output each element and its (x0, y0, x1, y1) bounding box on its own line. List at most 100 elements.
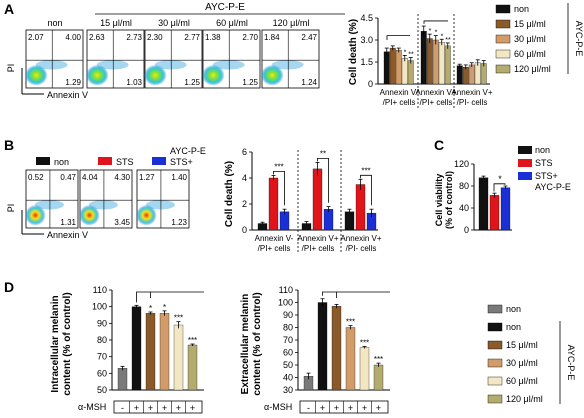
panel-b-x-axis-label: Annexin V (47, 230, 88, 240)
legend-label: STS (535, 158, 553, 168)
panel-a-quadrant-lr: 1.24 (301, 78, 317, 87)
panel-a-flow-plot-4: 1.84 2.47 1.24 (260, 29, 320, 89)
msh-value: + (190, 403, 195, 413)
legend-swatch (495, 64, 511, 74)
bar-0-0 (383, 51, 390, 85)
panel-a-flow-tail (271, 60, 304, 70)
bar-2-2 (468, 64, 475, 85)
bar-1-0 (420, 31, 427, 85)
group-label-line2: /PI- cells (457, 98, 488, 107)
panel-a-flow-plot-0: 2.07 4.00 1.29 (24, 29, 84, 89)
panel-a-x-axis-label: Annexin V (47, 90, 88, 100)
significance-mark: ** (445, 37, 451, 44)
panel-c-viability-chart: 0 40 80 120 Cell viability (% of control) * (434, 159, 512, 235)
panel-b-flow-plot-1: 4.04 4.30 3.45 (78, 169, 133, 229)
panel-b-flow-plot-2: 1.27 1.40 1.23 (135, 169, 190, 229)
legend-swatch (487, 376, 503, 386)
panel-a-flow-label: 60 μl/ml (216, 18, 248, 28)
legend-label: non (506, 322, 521, 332)
legend-swatch (487, 322, 503, 332)
y-tick-label: 90 (283, 310, 293, 320)
msh-value: - (307, 403, 310, 413)
bar-0 (117, 368, 128, 391)
y-tick-label: 4 (242, 173, 247, 183)
y-tick-label: 100 (278, 298, 293, 308)
y-tick-label: 0 (368, 79, 373, 89)
msh-value: + (148, 403, 153, 413)
bar-5 (373, 364, 384, 391)
msh-box (299, 400, 389, 414)
panel-a-quadrant-ul: 2.30 (147, 33, 163, 42)
group-label-line2: /PI+ cells (302, 244, 335, 253)
panel-b-flow-plot-0: 0.52 0.47 1.31 (24, 169, 79, 229)
y-tick-label: 6 (242, 147, 247, 157)
comparison-bracket (493, 183, 506, 192)
legend-label: non (535, 145, 550, 155)
panel-c-legend: non STS STS+AYC-P-E (518, 145, 571, 192)
panel-a-flow-population (85, 64, 109, 86)
msh-value: + (348, 403, 353, 413)
y-tick-label: 0 (464, 225, 469, 235)
y-axis-title: Extracellular melanin (240, 294, 251, 395)
panel-a-flow-label: 30 μl/ml (158, 18, 190, 28)
group-label: Annexin V+ (415, 88, 456, 97)
panel-b-quadrant-ul: 4.04 (82, 173, 98, 182)
panel-a-quadrant-ur: 4.00 (65, 33, 81, 42)
bar-5 (187, 344, 198, 391)
panel-b-quadrant-lr: 1.23 (171, 218, 187, 227)
legend-label: non (54, 157, 69, 167)
msh-value: + (376, 403, 381, 413)
legend-swatch (98, 157, 112, 165)
bar-2-4 (480, 63, 487, 85)
bar-1 (489, 195, 500, 231)
panel-a-quadrant-ur: 2.77 (184, 33, 200, 42)
y-tick-label: 40 (459, 203, 469, 213)
group-label-line2: /PI+ cells (258, 244, 291, 253)
panel-b-quadrant-ur: 4.30 (114, 173, 130, 182)
y-tick-label: 50 (97, 385, 107, 395)
bar-2-1 (462, 66, 469, 85)
y-axis-title: Intracellular melanin (50, 295, 61, 392)
bar-4 (173, 324, 184, 391)
significance-mark: * (498, 174, 502, 184)
panel-b-flow-tail (88, 200, 118, 210)
significance-mark: *** (274, 162, 283, 171)
bar-2 (500, 187, 511, 231)
group-label: Annexin V+ (340, 234, 381, 243)
comparison-bracket (317, 158, 329, 203)
legend-label: 30 μl/ml (514, 34, 546, 44)
msh-value: + (176, 403, 181, 413)
y-axis-title-line2: (% of control) (444, 171, 454, 229)
panel-b-quadrant-ur: 1.40 (171, 173, 187, 182)
y-tick-label: 0 (242, 225, 247, 235)
significance-mark: * (441, 33, 444, 40)
bar-0-1 (389, 47, 396, 85)
legend-label: non (514, 4, 529, 14)
bar-2-3 (474, 62, 481, 85)
y-tick-label: 90 (97, 318, 107, 328)
legend-swatch (495, 19, 511, 29)
panel-b-flow-population (135, 204, 157, 226)
legend-label: 120 μl/ml (514, 64, 551, 74)
y-tick-label: 110 (93, 285, 107, 295)
legend-label: 15 μl/ml (514, 19, 546, 29)
bar-0-1 (268, 177, 279, 231)
bar-1-2 (432, 39, 439, 85)
group-label: Annexin V+ (297, 234, 338, 243)
y-tick-label: 60 (97, 368, 107, 378)
y-tick-label: 40 (283, 373, 293, 383)
legend-swatch (495, 34, 511, 44)
legend-swatch (495, 49, 511, 59)
msh-label: α-MSH (264, 402, 292, 412)
panel-label-c: C (434, 137, 444, 153)
msh-box (113, 400, 203, 414)
bar-0-2 (279, 211, 290, 231)
bar-2 (145, 313, 156, 391)
msh-value: + (362, 403, 367, 413)
bar-0-4 (407, 60, 414, 85)
panel-b-quadrant-lr: 1.31 (60, 218, 76, 227)
bar-2-0 (344, 211, 355, 231)
significance-mark: *** (361, 166, 370, 175)
y-axis-title-line2: content (% of control) (252, 292, 263, 395)
